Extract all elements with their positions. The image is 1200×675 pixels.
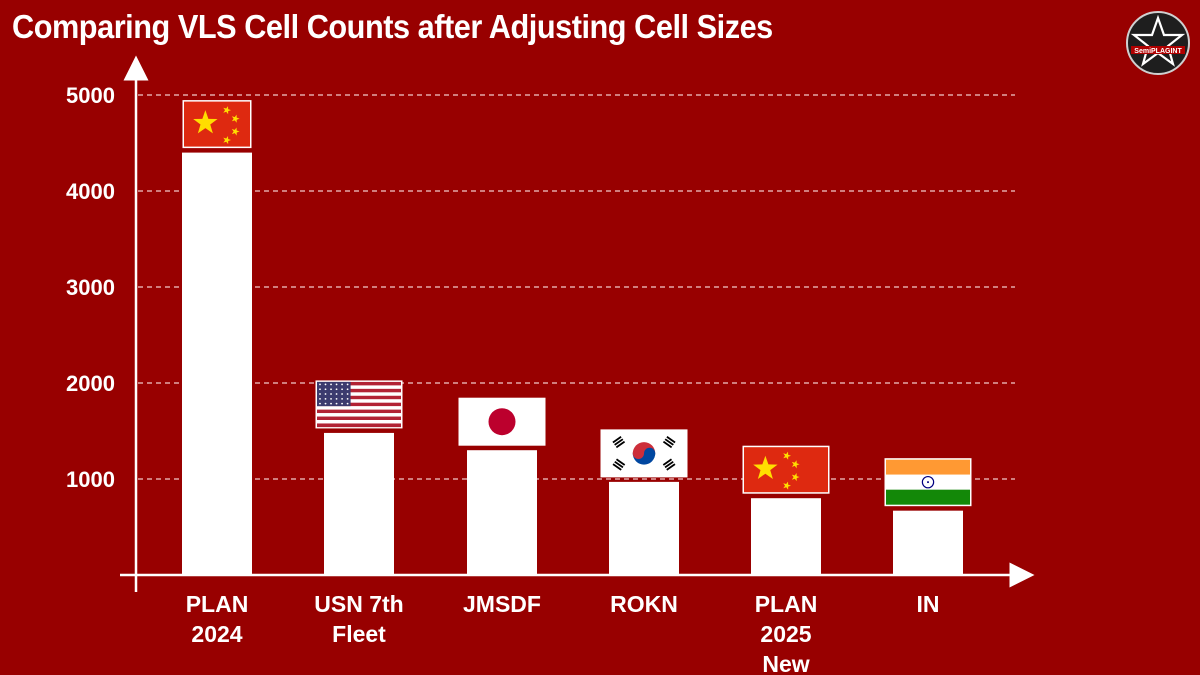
china-flag-icon xyxy=(742,445,830,494)
bar xyxy=(467,450,537,575)
category-label: PLAN xyxy=(186,591,249,617)
category-label: 2024 xyxy=(191,621,242,647)
korea-flag-icon xyxy=(600,429,688,478)
y-tick-label: 2000 xyxy=(66,371,115,396)
japan-flag-icon xyxy=(458,397,546,446)
logo-text: SemiPLAGINT xyxy=(1134,48,1182,55)
bar xyxy=(182,152,252,575)
category-label: ROKN xyxy=(610,591,678,617)
china-flag-icon xyxy=(182,100,252,149)
category-label: 2025 xyxy=(760,621,811,647)
y-tick-labels: 1000 2000 3000 4000 5000 xyxy=(66,83,115,492)
logo-badge: SemiPLAGINT xyxy=(1126,11,1190,75)
bar xyxy=(751,498,821,575)
category-label: New xyxy=(762,651,809,675)
bar xyxy=(609,481,679,575)
y-tick-label: 1000 xyxy=(66,467,115,492)
category-label: USN 7th xyxy=(314,591,403,617)
bars xyxy=(182,152,963,575)
bar xyxy=(893,510,963,575)
gridlines xyxy=(138,94,1015,480)
category-label: IN xyxy=(917,591,940,617)
x-category-labels: PLAN 2024 USN 7th Fleet JMSDF ROKN PLAN 2025 New… xyxy=(186,591,940,675)
india-flag-icon xyxy=(884,458,972,507)
y-tick-label: 3000 xyxy=(66,275,115,300)
bar xyxy=(324,432,394,575)
y-tick-label: 5000 xyxy=(66,83,115,108)
y-tick-label: 4000 xyxy=(66,179,115,204)
category-label: JMSDF xyxy=(463,591,541,617)
category-label: Fleet xyxy=(332,621,386,647)
usa-flag-icon xyxy=(315,380,403,429)
axes xyxy=(120,55,1035,592)
chart-title: Comparing VLS Cell Counts after Adjustin… xyxy=(12,8,773,45)
category-label: PLAN xyxy=(755,591,818,617)
flags xyxy=(182,100,972,507)
